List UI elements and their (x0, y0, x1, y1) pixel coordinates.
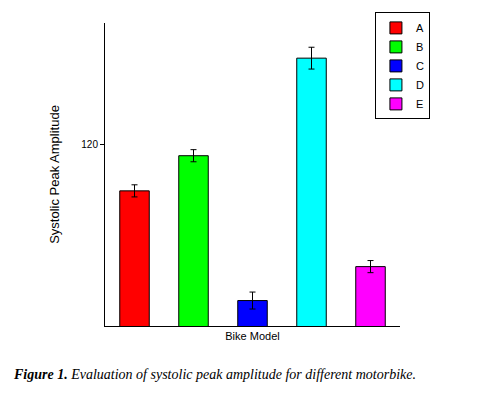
svg-text:B: B (416, 41, 423, 53)
svg-text:Systolic Peak Amplitude: Systolic Peak Amplitude (47, 105, 62, 244)
svg-text:C: C (416, 60, 424, 72)
svg-text:E: E (416, 98, 423, 110)
svg-text:D: D (416, 79, 424, 91)
svg-text:A: A (416, 22, 424, 34)
svg-text:Bike Model: Bike Model (225, 330, 279, 342)
svg-text:120: 120 (81, 139, 98, 150)
html-text:Figure 1. Evaluation of systol: Figure 1. Evaluation of systolic peak am… (14, 367, 416, 382)
